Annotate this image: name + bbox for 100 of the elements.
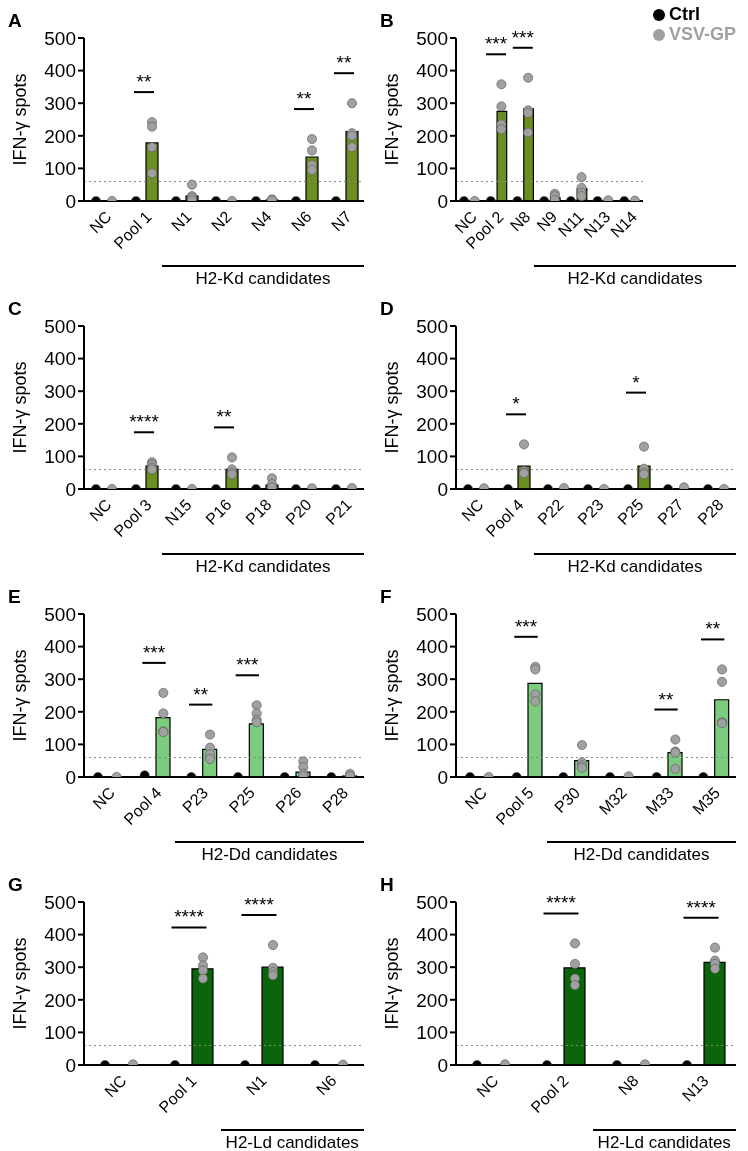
x-tick-label: NC bbox=[473, 1071, 502, 1101]
y-tick-label: 400 bbox=[416, 348, 448, 370]
y-tick-label: 200 bbox=[44, 413, 76, 435]
x-tick-label: N8 bbox=[506, 207, 534, 235]
text: H2-Dd candidates bbox=[547, 841, 736, 865]
chart-title: B bbox=[380, 10, 394, 32]
y-tick-label: 0 bbox=[65, 190, 76, 212]
x-tick-label: NC bbox=[101, 1071, 130, 1101]
y-axis-title: IFN-γ spots bbox=[382, 649, 403, 742]
y-tick-label: 100 bbox=[44, 1022, 76, 1044]
y-axis-title: IFN-γ spots bbox=[10, 73, 31, 166]
y-tick-label: 100 bbox=[44, 446, 76, 468]
y-tick-label: 0 bbox=[437, 766, 448, 788]
x-tick-label: P30 bbox=[551, 783, 584, 817]
y-tick-label: 200 bbox=[416, 989, 448, 1011]
y-tick-label: 0 bbox=[437, 478, 448, 500]
annotation: ** bbox=[296, 88, 312, 110]
x-tick-label: P26 bbox=[272, 783, 305, 817]
chart-title: G bbox=[8, 874, 23, 896]
annotation: * bbox=[632, 371, 641, 393]
x-tick-label: P16 bbox=[202, 495, 235, 529]
annotation: *** bbox=[511, 26, 535, 48]
annotation: ** bbox=[216, 406, 232, 428]
chart-title: A bbox=[8, 10, 22, 32]
y-tick-label: 200 bbox=[416, 413, 448, 435]
x-tick-label: P25 bbox=[225, 783, 259, 817]
y-tick-label: 100 bbox=[44, 734, 76, 756]
x-tick-label: N6 bbox=[288, 207, 315, 235]
y-axis-title: IFN-γ spots bbox=[10, 937, 31, 1030]
legend-label: Ctrl bbox=[668, 4, 700, 24]
y-tick-label: 400 bbox=[416, 636, 448, 658]
annotation: ** bbox=[193, 683, 209, 705]
y-tick-label: 300 bbox=[416, 668, 448, 690]
y-tick-label: 300 bbox=[44, 380, 76, 402]
annotation: *** bbox=[142, 641, 166, 663]
x-tick-label: P20 bbox=[282, 495, 315, 529]
y-tick-label: 100 bbox=[416, 446, 448, 468]
text: H2-Ld candidates bbox=[592, 1129, 736, 1151]
x-tick-label: N1 bbox=[168, 207, 195, 235]
x-tick-label: P28 bbox=[319, 783, 352, 817]
x-tick-label: P27 bbox=[654, 495, 687, 529]
y-tick-label: 200 bbox=[44, 701, 76, 723]
y-tick-label: 300 bbox=[44, 956, 76, 978]
y-tick-label: 500 bbox=[44, 27, 76, 49]
y-tick-label: 300 bbox=[416, 92, 448, 114]
y-tick-label: 100 bbox=[416, 734, 448, 756]
x-tick-label: N13 bbox=[678, 1071, 712, 1105]
x-tick-label: NC bbox=[86, 495, 115, 525]
text: H2-Kd candidates bbox=[534, 265, 736, 289]
text: H2-Ld candidates bbox=[220, 1129, 364, 1151]
annotation: ** bbox=[136, 71, 152, 93]
y-tick-label: 400 bbox=[416, 60, 448, 82]
annotation: *** bbox=[514, 615, 538, 637]
annotation: *** bbox=[236, 654, 260, 676]
text: H2-Dd candidates bbox=[175, 841, 364, 865]
y-tick-label: 100 bbox=[44, 158, 76, 180]
x-tick-label: N7 bbox=[328, 207, 355, 235]
x-tick-label: NC bbox=[86, 207, 115, 237]
y-axis-title: IFN-γ spots bbox=[382, 73, 403, 166]
y-tick-label: 400 bbox=[416, 924, 448, 946]
annotation: *** bbox=[484, 33, 508, 55]
y-axis-title: IFN-γ spots bbox=[10, 361, 31, 454]
x-tick-label: P25 bbox=[614, 495, 647, 529]
y-axis-title: IFN-γ spots bbox=[382, 937, 403, 1030]
chart-title: H bbox=[380, 874, 394, 896]
y-tick-label: 500 bbox=[416, 315, 448, 337]
y-tick-label: 0 bbox=[65, 1054, 76, 1076]
y-axis-title: IFN-γ spots bbox=[382, 361, 403, 454]
annotation: **** bbox=[129, 411, 160, 433]
y-tick-label: 300 bbox=[44, 668, 76, 690]
annotation: **** bbox=[174, 906, 205, 928]
chart-title: E bbox=[8, 586, 21, 608]
y-tick-label: 100 bbox=[416, 158, 448, 180]
y-tick-label: 400 bbox=[44, 60, 76, 82]
x-tick-label: P23 bbox=[179, 783, 212, 817]
y-tick-label: 300 bbox=[416, 380, 448, 402]
y-tick-label: 400 bbox=[44, 924, 76, 946]
x-tick-label: P23 bbox=[574, 495, 607, 529]
x-tick-label: N6 bbox=[313, 1071, 340, 1099]
text: H2-Kd candidates bbox=[162, 553, 364, 577]
y-tick-label: 500 bbox=[416, 603, 448, 625]
y-tick-label: 0 bbox=[437, 190, 448, 212]
y-tick-label: 0 bbox=[65, 766, 76, 788]
text: H2-Kd candidates bbox=[534, 553, 736, 577]
y-tick-label: 500 bbox=[44, 315, 76, 337]
x-tick-label: P18 bbox=[242, 495, 275, 529]
y-tick-label: 400 bbox=[44, 636, 76, 658]
annotation: * bbox=[512, 393, 521, 415]
chart-title: D bbox=[380, 298, 394, 320]
y-tick-label: 200 bbox=[416, 125, 448, 147]
annotation: **** bbox=[244, 894, 275, 916]
x-tick-label: NC bbox=[458, 495, 487, 525]
annotation: ** bbox=[336, 52, 352, 74]
x-tick-label: P28 bbox=[694, 495, 727, 529]
y-tick-label: 500 bbox=[416, 891, 448, 913]
x-tick-label: M33 bbox=[642, 783, 677, 818]
y-tick-label: 500 bbox=[416, 27, 448, 49]
x-tick-label: N15 bbox=[161, 495, 195, 529]
y-axis-title: IFN-γ spots bbox=[10, 649, 31, 742]
y-tick-label: 300 bbox=[44, 92, 76, 114]
